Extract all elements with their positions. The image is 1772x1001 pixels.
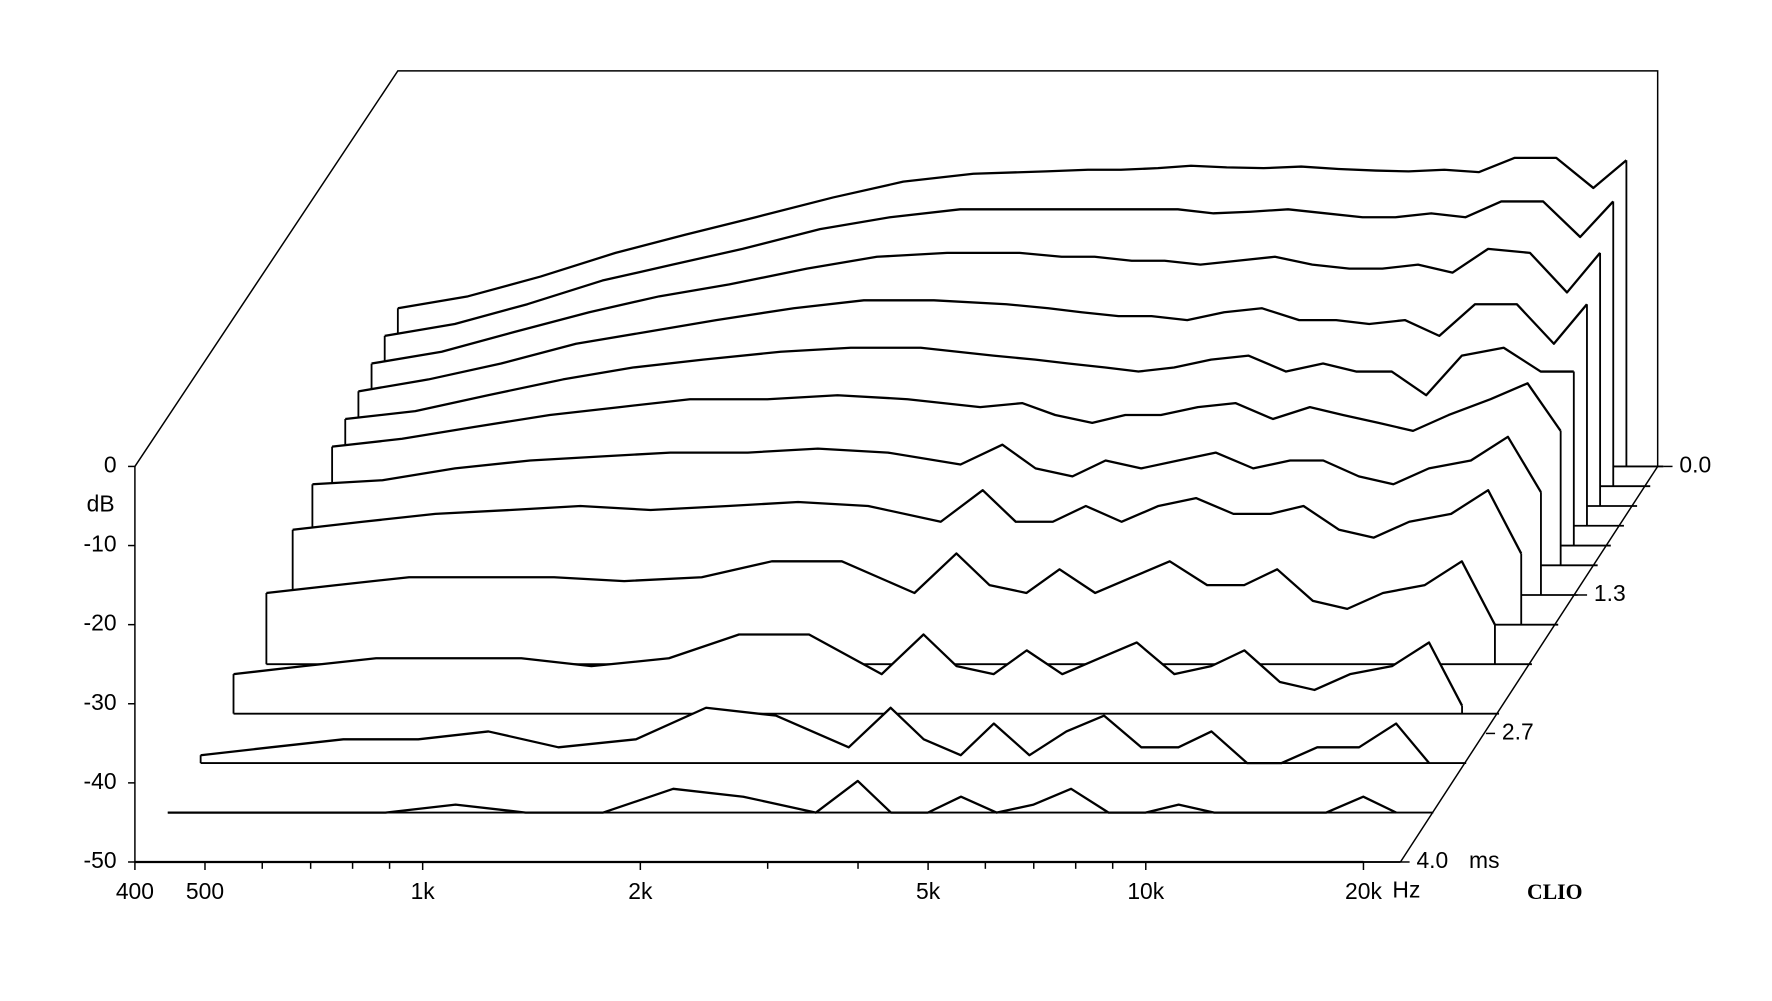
z-tick-label: 0.0 (1679, 451, 1711, 477)
slice-curve (345, 346, 1574, 421)
slice-curve (200, 706, 1431, 765)
z-unit: ms (1469, 847, 1499, 873)
slice-curve (384, 200, 1615, 338)
slice-curve (233, 633, 1464, 707)
y-tick-label: -20 (84, 610, 117, 636)
y-tick-label: -10 (84, 531, 117, 557)
slice-curve (266, 552, 1496, 626)
frame (134, 70, 1659, 467)
x-tick-label: 20k (1345, 878, 1382, 904)
x-unit: Hz (1392, 877, 1420, 903)
y-tick-label: 0 (104, 451, 117, 477)
brand: CLIO (1527, 880, 1583, 904)
slice-curve (371, 247, 1601, 365)
slice-fill (167, 780, 1397, 813)
y-tick-label: -50 (84, 847, 117, 873)
slice-fill (233, 634, 1463, 714)
slice-curve (358, 299, 1588, 393)
x-tick-label: 5k (916, 878, 941, 904)
slice-curve (167, 779, 1397, 814)
y-tick-label: -40 (84, 768, 117, 794)
slice-curve (292, 489, 1523, 554)
x-tick-label: 400 (116, 878, 154, 904)
slice-curve (331, 382, 1562, 448)
slice-fill (266, 553, 1495, 665)
slice-curve (397, 156, 1628, 310)
y-tick-label: -30 (84, 689, 117, 715)
x-tick-label: 10k (1127, 878, 1164, 904)
z-tick-label: 2.7 (1502, 718, 1534, 744)
x-tick-label: 1k (411, 878, 436, 904)
slice-curve (312, 435, 1542, 493)
slice-fill (200, 707, 1430, 764)
y-unit: dB (87, 490, 115, 516)
z-tick-label: 4.0 (1416, 847, 1448, 873)
x-tick-label: 2k (628, 878, 653, 904)
x-tick-label: 500 (186, 878, 224, 904)
z-tick-label: 1.3 (1594, 580, 1626, 606)
